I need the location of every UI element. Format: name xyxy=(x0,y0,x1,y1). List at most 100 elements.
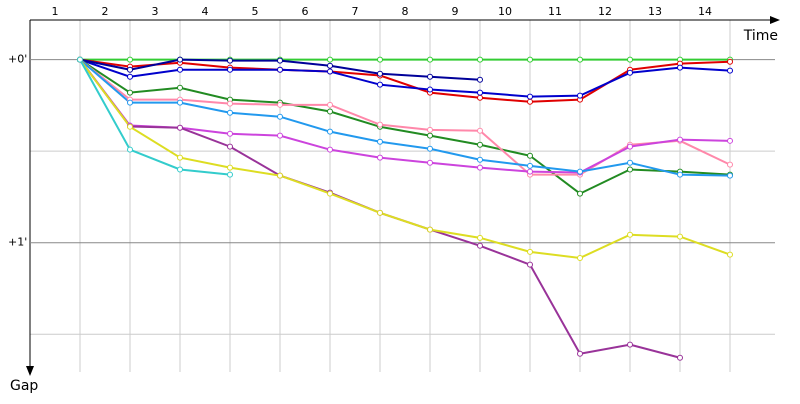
data-point xyxy=(327,56,333,63)
data-point xyxy=(527,248,533,255)
x-tick-label: 1 xyxy=(52,5,59,18)
series-line xyxy=(79,58,731,176)
series-line xyxy=(79,59,731,259)
data-point xyxy=(477,141,483,148)
data-point xyxy=(627,69,633,76)
data-point xyxy=(377,81,383,88)
data-point xyxy=(527,93,533,100)
data-point xyxy=(277,132,283,139)
data-point xyxy=(327,108,333,115)
data-point xyxy=(477,127,483,134)
x-tick-label: 5 xyxy=(252,5,259,18)
data-point xyxy=(427,126,433,133)
data-point xyxy=(177,84,183,91)
x-axis-title: Time xyxy=(743,28,778,44)
data-point xyxy=(127,146,133,153)
x-tick-label: 7 xyxy=(352,5,359,18)
x-tick-label: 14 xyxy=(698,5,712,18)
data-point xyxy=(527,152,533,159)
data-point xyxy=(227,130,233,137)
data-point xyxy=(527,168,533,175)
y-tick-label: +0' xyxy=(8,53,27,66)
data-point xyxy=(427,132,433,139)
data-point xyxy=(377,121,383,128)
data-point xyxy=(377,70,383,77)
data-point xyxy=(127,56,133,63)
data-point xyxy=(727,137,733,144)
data-point xyxy=(727,251,733,258)
series-line xyxy=(79,59,231,176)
data-point xyxy=(377,56,383,63)
y-axis-arrow xyxy=(26,366,34,376)
data-point xyxy=(227,100,233,107)
data-point xyxy=(427,73,433,80)
data-point xyxy=(627,166,633,173)
data-point xyxy=(727,67,733,74)
x-tick-label: 4 xyxy=(202,5,209,18)
data-point xyxy=(727,172,733,179)
data-point xyxy=(177,166,183,173)
data-point xyxy=(327,190,333,197)
y-tick-label: +1' xyxy=(8,236,27,249)
data-point xyxy=(727,161,733,168)
data-point xyxy=(627,56,633,63)
x-tick-label: 11 xyxy=(548,5,562,18)
series-line xyxy=(79,58,731,103)
data-point xyxy=(577,190,583,197)
data-point xyxy=(477,234,483,241)
series-line xyxy=(79,58,731,98)
x-tick-label: 3 xyxy=(152,5,159,18)
data-point xyxy=(277,66,283,73)
data-point xyxy=(127,66,133,73)
data-point xyxy=(477,76,483,83)
data-point xyxy=(227,109,233,116)
data-point xyxy=(227,164,233,171)
data-point xyxy=(127,73,133,80)
data-point xyxy=(327,62,333,69)
data-point xyxy=(577,56,583,63)
data-point xyxy=(227,171,233,178)
data-point xyxy=(177,124,183,131)
x-tick-label: 12 xyxy=(598,5,612,18)
data-point xyxy=(327,68,333,75)
data-point xyxy=(427,145,433,152)
data-point xyxy=(477,164,483,171)
data-point xyxy=(727,58,733,65)
data-point xyxy=(377,138,383,145)
data-point xyxy=(427,226,433,233)
data-point xyxy=(177,154,183,161)
data-point xyxy=(677,171,683,178)
data-point xyxy=(177,66,183,73)
data-point xyxy=(477,242,483,249)
x-tick-label: 6 xyxy=(302,5,309,18)
data-point xyxy=(277,57,283,64)
data-point xyxy=(327,128,333,135)
data-point xyxy=(227,57,233,64)
data-point xyxy=(527,98,533,105)
data-point xyxy=(677,64,683,71)
data-point xyxy=(577,350,583,357)
data-point xyxy=(327,146,333,153)
data-point xyxy=(677,136,683,143)
data-point xyxy=(477,156,483,163)
x-tick-label: 8 xyxy=(402,5,409,18)
data-point xyxy=(477,89,483,96)
data-point xyxy=(477,94,483,101)
data-point xyxy=(127,123,133,130)
data-point xyxy=(227,66,233,73)
data-point xyxy=(577,254,583,261)
x-tick-label: 9 xyxy=(452,5,459,18)
data-point xyxy=(277,172,283,179)
data-point xyxy=(677,233,683,240)
series-line xyxy=(79,59,731,174)
data-point xyxy=(677,354,683,361)
data-point xyxy=(427,86,433,93)
x-tick-label: 13 xyxy=(648,5,662,18)
data-point xyxy=(427,56,433,63)
data-point xyxy=(627,341,633,348)
data-point xyxy=(627,159,633,166)
series-line xyxy=(79,58,731,177)
data-point xyxy=(127,89,133,96)
data-point xyxy=(127,99,133,106)
